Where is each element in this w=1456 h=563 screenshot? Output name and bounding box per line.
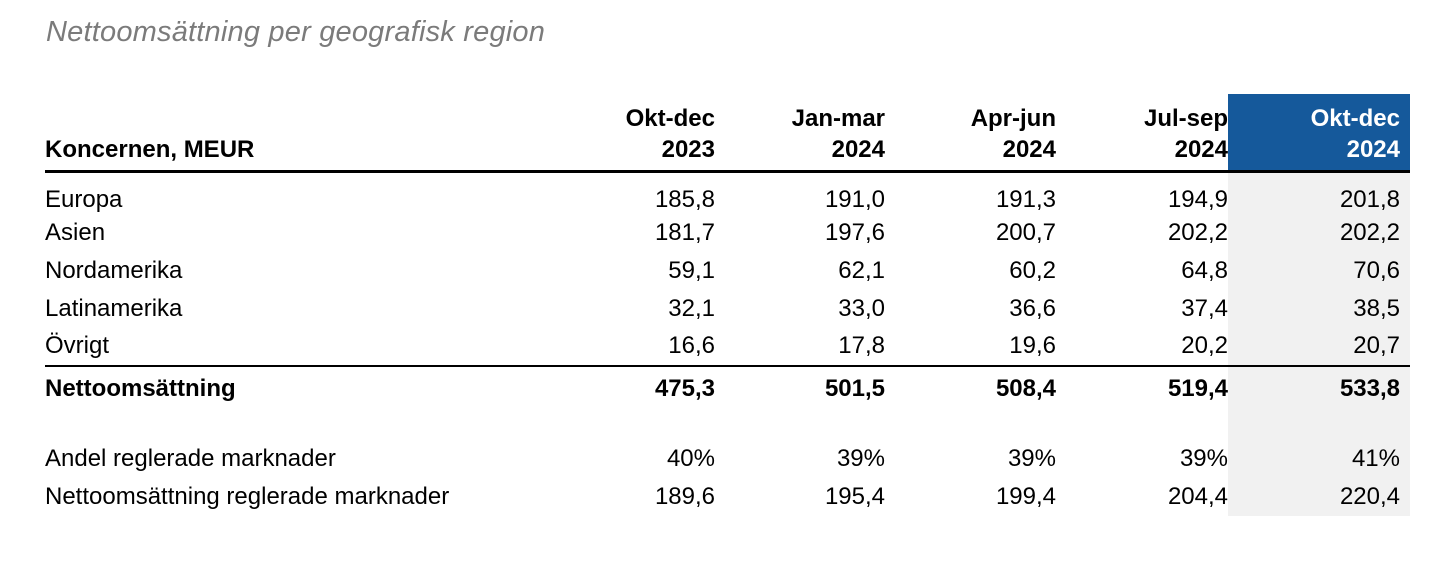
header-row: Koncernen, MEUR Okt-dec 2023 Jan-mar 202…	[45, 94, 1410, 173]
column-year-label: 2024	[1174, 135, 1228, 163]
column-header-jul-sep-2024: Jul-sep 2024	[1056, 94, 1228, 173]
row-label: Europa	[45, 185, 123, 213]
cell-value: 197,6	[824, 218, 885, 246]
cell-value: 501,5	[715, 364, 885, 412]
cell-value: 181,7	[654, 218, 715, 246]
cell-value: 191,3	[995, 185, 1056, 213]
column-period-label: Apr-jun	[970, 104, 1056, 132]
row-latinamerika: Latinamerika 32,1 33,0 36,6 37,4 38,5	[45, 289, 1410, 328]
row-ovrigt: Övrigt 16,6 17,8 19,6 20,2 20,7	[45, 327, 1410, 366]
cell-value: 33,0	[838, 294, 885, 322]
row-nettoomsattning-total: Nettoomsättning 475,3 501,5 508,4 519,4 …	[45, 364, 1410, 412]
corner-header: Koncernen, MEUR	[45, 94, 545, 173]
cell-value: 16,6	[668, 332, 715, 359]
row-label: Nettoomsättning	[45, 364, 545, 412]
column-period-label: Okt-dec	[625, 104, 715, 132]
row-label: Nettoomsättning reglerade marknader	[45, 482, 450, 510]
cell-value: 32,1	[668, 294, 715, 322]
cell-value-highlighted: 220,4	[1228, 477, 1410, 516]
column-period-label: Jul-sep	[1143, 104, 1228, 132]
report-page: Nettoomsättning per geografisk region Ko…	[0, 16, 1456, 563]
column-period-label: Okt-dec	[1310, 104, 1400, 132]
row-label: Latinamerika	[45, 294, 183, 322]
cell-value: 40%	[666, 444, 715, 472]
cell-value: 202,2	[1167, 218, 1228, 246]
cell-value: 39%	[1007, 444, 1056, 472]
cell-value: 189,6	[654, 482, 715, 510]
cell-value: 519,4	[1056, 364, 1228, 412]
cell-value-highlighted: 70,6	[1228, 251, 1410, 290]
cell-value: 199,4	[995, 482, 1056, 510]
row-andel-reglerade-marknader: Andel reglerade marknader 40% 39% 39% 39…	[45, 439, 1410, 478]
cell-value-highlighted: 20,7	[1228, 327, 1410, 366]
cell-value: 36,6	[1009, 294, 1056, 322]
cell-value: 39%	[1179, 444, 1228, 472]
spacer-row	[45, 411, 1410, 440]
cell-value-highlighted: 202,2	[1228, 213, 1410, 252]
row-europa: Europa 185,8 191,0 191,3 194,9 201,8	[45, 171, 1410, 214]
column-header-okt-dec-2023: Okt-dec 2023	[545, 94, 715, 173]
cell-value: 185,8	[654, 185, 715, 213]
row-label: Asien	[45, 218, 106, 246]
cell-value: 62,1	[838, 256, 885, 284]
cell-value-highlighted: 38,5	[1228, 289, 1410, 328]
row-nordamerika: Nordamerika 59,1 62,1 60,2 64,8 70,6	[45, 251, 1410, 290]
cell-value: 475,3	[545, 364, 715, 412]
row-label: Nordamerika	[45, 256, 183, 284]
cell-value-highlighted: 201,8	[1228, 171, 1410, 214]
cell-value: 19,6	[1009, 332, 1056, 359]
net-sales-by-region-table: Koncernen, MEUR Okt-dec 2023 Jan-mar 202…	[45, 94, 1410, 516]
column-year-label: 2024	[831, 135, 885, 163]
column-period-label: Jan-mar	[791, 104, 885, 132]
column-year-label: 2024	[1346, 135, 1400, 163]
cell-value: 508,4	[885, 364, 1056, 412]
row-nettoomsattning-reglerade-marknader: Nettoomsättning reglerade marknader 189,…	[45, 477, 1410, 516]
cell-value: 200,7	[995, 218, 1056, 246]
page-title: Nettoomsättning per geografisk region	[46, 16, 546, 48]
cell-value-highlighted: 533,8	[1228, 364, 1410, 412]
cell-value: 194,9	[1167, 185, 1228, 213]
cell-value: 60,2	[1009, 256, 1056, 284]
cell-value: 64,8	[1181, 256, 1228, 284]
column-header-jan-mar-2024: Jan-mar 2024	[715, 94, 885, 173]
column-year-label: 2023	[661, 135, 715, 163]
cell-value: 59,1	[668, 256, 715, 284]
column-year-label: 2024	[1002, 135, 1056, 163]
cell-value: 37,4	[1181, 294, 1228, 322]
cell-value: 204,4	[1167, 482, 1228, 510]
column-header-okt-dec-2024-highlighted: Okt-dec 2024	[1228, 94, 1410, 173]
column-header-apr-jun-2024: Apr-jun 2024	[885, 94, 1056, 173]
cell-value: 20,2	[1181, 332, 1228, 359]
cell-value: 191,0	[824, 185, 885, 213]
row-asien: Asien 181,7 197,6 200,7 202,2 202,2	[45, 213, 1410, 252]
cell-value: 39%	[836, 444, 885, 472]
cell-value-highlighted: 41%	[1228, 439, 1410, 478]
cell-value: 17,8	[838, 332, 885, 359]
row-label: Andel reglerade marknader	[45, 444, 336, 472]
row-label: Övrigt	[45, 332, 110, 359]
cell-value: 195,4	[824, 482, 885, 510]
